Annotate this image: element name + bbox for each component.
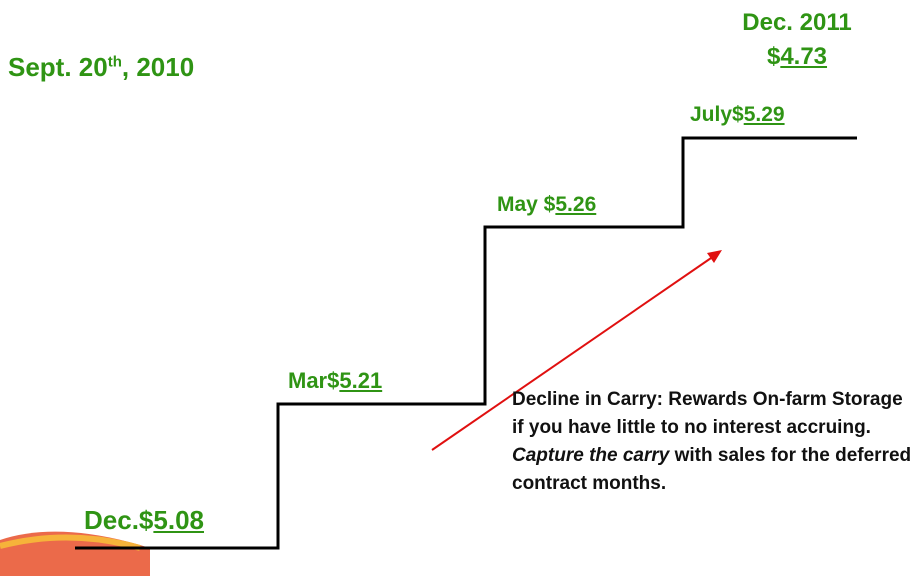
step-label: Mar$5.21 [288,368,382,394]
target-currency: $ [767,43,780,70]
note: Decline in Carry: Rewards On-farm Storag… [512,386,912,498]
target: Dec. 2011 $4.73 [712,6,882,74]
step-price: 5.29 [744,103,785,126]
step-month: May $ [497,193,555,216]
step-month: Mar$ [288,368,339,393]
target-label: Dec. 2011 [712,6,882,40]
step-label: July$5.29 [690,103,785,127]
note-emphasis: Capture the carry [512,445,669,466]
date-text: Sept. 20 [8,52,108,82]
step-label: Dec.$5.08 [84,505,204,536]
step-label: May $5.26 [497,193,596,217]
date-year: , 2010 [122,52,194,82]
date: Sept. 20th, 2010 [8,52,194,83]
step-price: 5.08 [153,505,204,535]
note-lead: Decline in Carry: Rewards On-farm Storag… [512,389,903,438]
arrow-head [707,250,722,263]
step-price: 5.21 [339,368,382,393]
slide: Sept. 20th, 2010 Dec. 2011 $4.73 Dec.$5.… [0,0,919,576]
step-month: Dec.$ [84,505,153,535]
step-price: 5.26 [555,193,596,216]
target-price: 4.73 [780,43,827,70]
step-month: July$ [690,103,744,126]
date-suffix: th [108,53,122,70]
